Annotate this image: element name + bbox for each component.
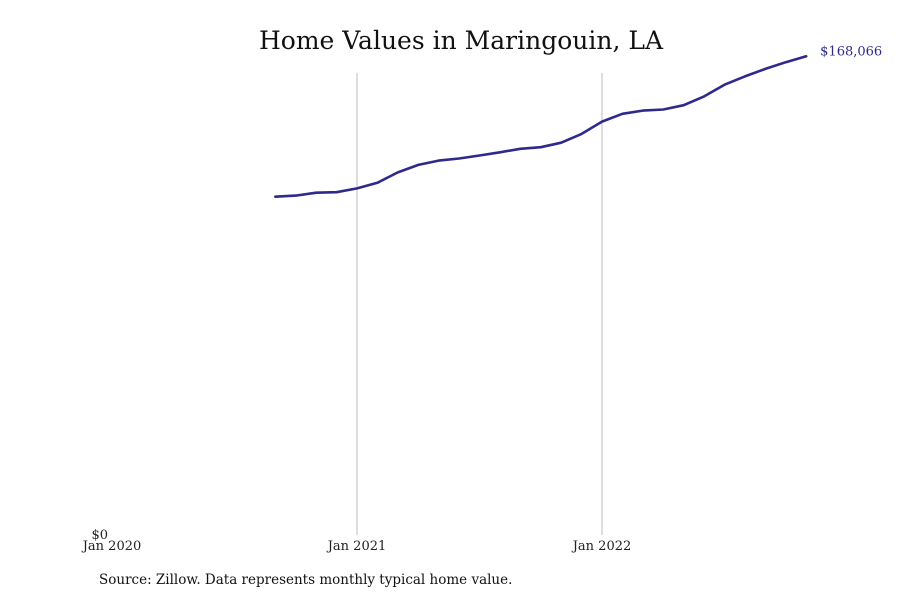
y-tick-label: $0 — [91, 528, 108, 543]
chart-title: Home Values in Maringouin, LA — [258, 26, 664, 55]
x-tick-label: Jan 2022 — [571, 539, 632, 554]
series-line — [273, 54, 808, 198]
x-tick-label: Jan 2020 — [81, 539, 142, 554]
source-note: Source: Zillow. Data represents monthly … — [99, 572, 513, 588]
gridlines — [356, 73, 603, 535]
data-labels: $168,066 — [820, 44, 882, 59]
end-value-label: $168,066 — [820, 44, 882, 59]
x-tick-label: Jan 2021 — [326, 539, 387, 554]
x-axis-ticks: Jan 2020 Jan 2021 Jan 2022 — [81, 539, 632, 554]
series — [273, 54, 808, 198]
y-axis-ticks: $0 — [91, 528, 108, 543]
